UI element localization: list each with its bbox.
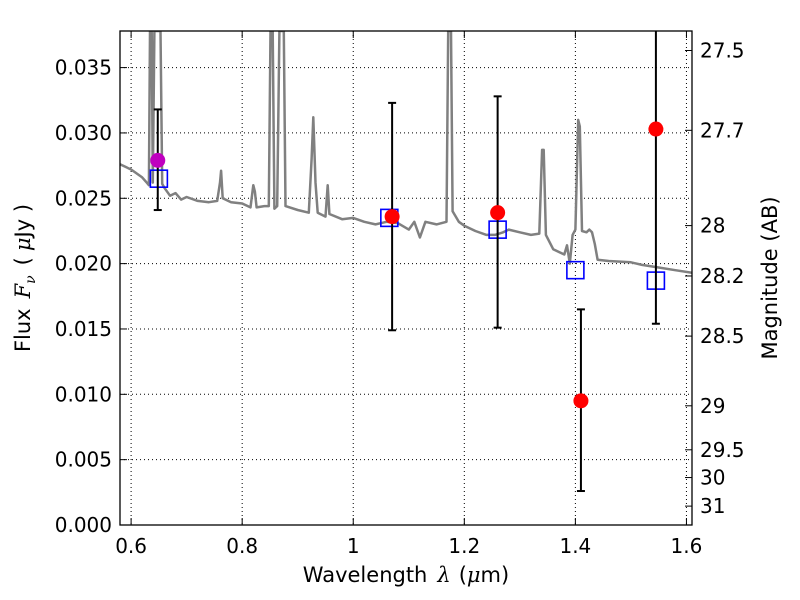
y-tick-label: 0.030 xyxy=(55,121,112,145)
y2-tick-label: 31 xyxy=(700,494,725,518)
y-tick-label: 0.015 xyxy=(55,317,112,341)
observed-point xyxy=(150,152,166,168)
x-tick-label: 0.6 xyxy=(115,534,147,558)
y-tick-label: 0.005 xyxy=(55,448,112,472)
grid-lines xyxy=(120,31,692,526)
y2-tick-label: 29.5 xyxy=(700,438,745,462)
x-axis-ticks: 0.6 0.8 1 1.2 1.4 1.6 xyxy=(115,31,702,558)
y2-tick-label: 28.2 xyxy=(700,264,745,288)
y2-axis-title: Magnitude (AB) xyxy=(758,196,782,359)
observed-point xyxy=(648,121,664,137)
y2-tick-label: 30 xyxy=(700,466,725,490)
y-tick-label: 0.000 xyxy=(55,513,112,537)
y2-axis-ticks: 27.5 27.7 28 28.2 28.5 29 29.5 30 31 xyxy=(685,39,745,518)
x-tick-label: 1.2 xyxy=(448,534,480,558)
plot-frame xyxy=(119,30,693,526)
observed-points xyxy=(150,121,664,409)
model-point xyxy=(566,260,585,280)
observed-point xyxy=(384,209,400,225)
x-tick-label: 1 xyxy=(347,534,360,558)
y2-tick-label: 27.5 xyxy=(700,39,745,63)
spectrum-line xyxy=(120,31,692,275)
y2-tick-label: 28.5 xyxy=(700,324,745,348)
model-point xyxy=(149,169,169,188)
x-tick-label: 1.6 xyxy=(671,534,703,558)
x-tick-label: 0.8 xyxy=(226,534,258,558)
y2-tick-label: 27.7 xyxy=(700,118,745,142)
x-axis-title: Wavelength λ (μm) xyxy=(303,563,509,587)
observed-point xyxy=(573,393,589,409)
y-axis-title: FluxFν(μJy ) xyxy=(11,204,39,352)
y2-tick-label: 28 xyxy=(700,214,725,238)
y-tick-label: 0.020 xyxy=(55,252,112,276)
y-tick-label: 0.025 xyxy=(55,186,112,210)
y-tick-label: 0.010 xyxy=(55,382,112,406)
x-tick-label: 1.4 xyxy=(559,534,591,558)
y-axis-ticks: 0.000 0.005 0.010 0.015 0.020 0.025 0.030 0.035 xyxy=(55,56,127,537)
observed-point xyxy=(490,205,506,221)
y2-tick-label: 29 xyxy=(700,394,725,418)
y-tick-label: 0.035 xyxy=(55,56,112,80)
